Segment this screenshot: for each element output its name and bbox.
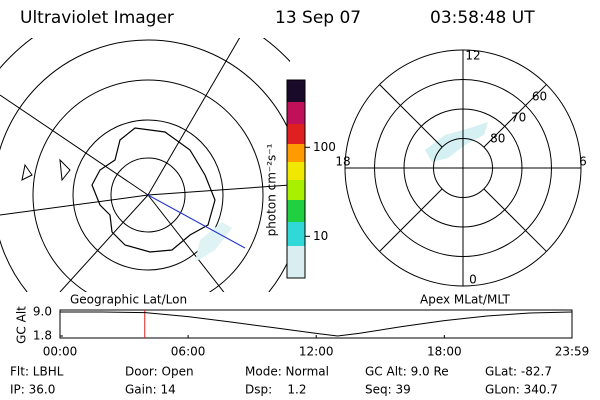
title: Ultraviolet Imager (20, 8, 174, 28)
ring-label: 80 (490, 131, 505, 145)
mlt-line (483, 84, 547, 148)
x-tick-label: 00:00 (43, 345, 78, 359)
x-tick-label: 23:59 (555, 345, 590, 359)
mlt-label: 6 (579, 155, 587, 169)
date: 13 Sep 07 (275, 8, 361, 28)
y-tick-label: 9.0 (33, 305, 52, 319)
x-tick-label: 12:00 (299, 345, 334, 359)
y-axis-label: GC Alt (15, 306, 29, 344)
mlt-line (379, 84, 443, 148)
status-field: GLat: -82.7 (485, 365, 552, 379)
mlt-label: 18 (335, 155, 350, 169)
status-field: IP: 36.0 (10, 383, 55, 397)
tick-label: 10 (313, 229, 328, 243)
tick-label: 100 (313, 140, 336, 154)
colorbar-label: photon cm⁻²s⁻¹ (265, 143, 279, 236)
y-tick-label: 1.8 (33, 329, 52, 343)
polar-title: Apex MLat/MLT (420, 293, 510, 307)
mlt-label: 12 (465, 49, 480, 63)
x-tick-label: 06:00 (171, 345, 206, 359)
mlt-line (483, 188, 547, 252)
time: 03:58:48 UT (430, 8, 535, 28)
status-field: GC Alt: 9.0 Re (365, 365, 449, 379)
status-field: Door: Open (125, 365, 194, 379)
geographic-map (0, 38, 290, 292)
map-title: Geographic Lat/Lon (70, 293, 187, 307)
mlt-line (379, 188, 443, 252)
x-tick-label: 18:00 (427, 345, 462, 359)
status-field: Seq: 39 (365, 383, 411, 397)
aurora (425, 122, 488, 162)
status-field: Mode: Normal (245, 365, 329, 379)
ring-label: 60 (532, 90, 547, 104)
mlt-label: 0 (469, 273, 477, 287)
colorbar (286, 79, 306, 279)
ring-label: 70 (511, 111, 526, 125)
status-field: Dsp: 1.2 (245, 383, 307, 397)
status-field: Flt: LBHL (10, 365, 64, 379)
status-field: GLon: 340.7 (485, 383, 558, 397)
status-field: Gain: 14 (125, 383, 176, 397)
altitude-line (60, 311, 573, 337)
